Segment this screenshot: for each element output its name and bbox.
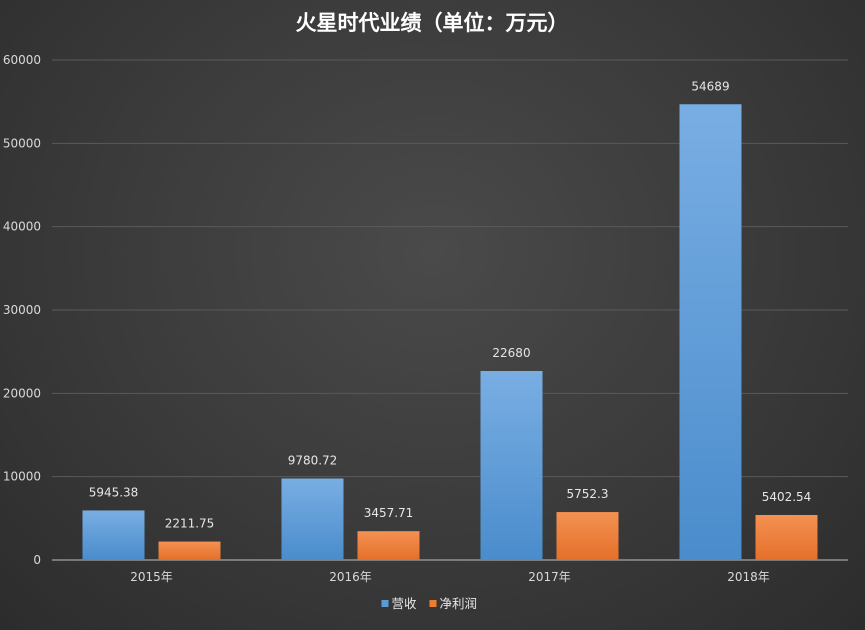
y-tick-label: 50000	[3, 136, 41, 150]
x-tick-label: 2017年	[528, 570, 571, 584]
gridlines	[52, 59, 848, 561]
legend-item-net-profit: 净利润	[429, 596, 478, 611]
bars	[82, 104, 818, 560]
y-tick-label: 60000	[3, 53, 41, 67]
legend-swatch	[381, 600, 389, 607]
data-label: 54689	[691, 79, 729, 93]
bar-revenue-2018	[679, 104, 742, 560]
legend-label: 营收	[392, 596, 418, 611]
bar-net-profit-2018	[755, 514, 818, 560]
legend-swatch	[429, 600, 437, 607]
legend-item-revenue: 营收	[381, 596, 418, 611]
bar-net-profit-2016	[357, 531, 420, 560]
bar-net-profit-2017	[556, 512, 619, 560]
y-tick-label: 40000	[3, 220, 41, 234]
x-tick-label: 2018年	[727, 570, 770, 584]
legend-label: 净利润	[440, 596, 478, 611]
x-axis: 2015年 2016年 2017年 2018年	[130, 570, 770, 584]
data-label: 3457.71	[364, 506, 414, 520]
bar-revenue-2015	[82, 510, 145, 560]
data-label: 5945.38	[89, 485, 139, 499]
bar-revenue-2016	[281, 478, 344, 560]
data-label: 22680	[492, 346, 530, 360]
chart-title: 火星时代业绩（单位：万元）	[296, 11, 569, 35]
y-tick-label: 20000	[3, 386, 41, 400]
y-tick-label: 30000	[3, 303, 41, 317]
data-label: 5752.3	[567, 487, 609, 501]
x-tick-label: 2016年	[329, 570, 372, 584]
data-label: 5402.54	[762, 490, 812, 504]
data-labels: 5945.38 2211.75 9780.72 3457.71 22680 5752.3 5…	[89, 79, 812, 530]
x-tick-label: 2015年	[130, 570, 173, 584]
y-tick-label: 10000	[3, 470, 41, 484]
bar-net-profit-2015	[158, 541, 221, 560]
legend: 营收 净利润	[381, 596, 478, 611]
data-label: 9780.72	[288, 453, 338, 467]
y-axis: 0 10000 20000 30000 40000 50000 60000	[3, 53, 41, 567]
data-label: 2211.75	[165, 517, 215, 531]
bar-revenue-2017	[480, 371, 543, 560]
y-tick-label: 0	[33, 553, 41, 567]
